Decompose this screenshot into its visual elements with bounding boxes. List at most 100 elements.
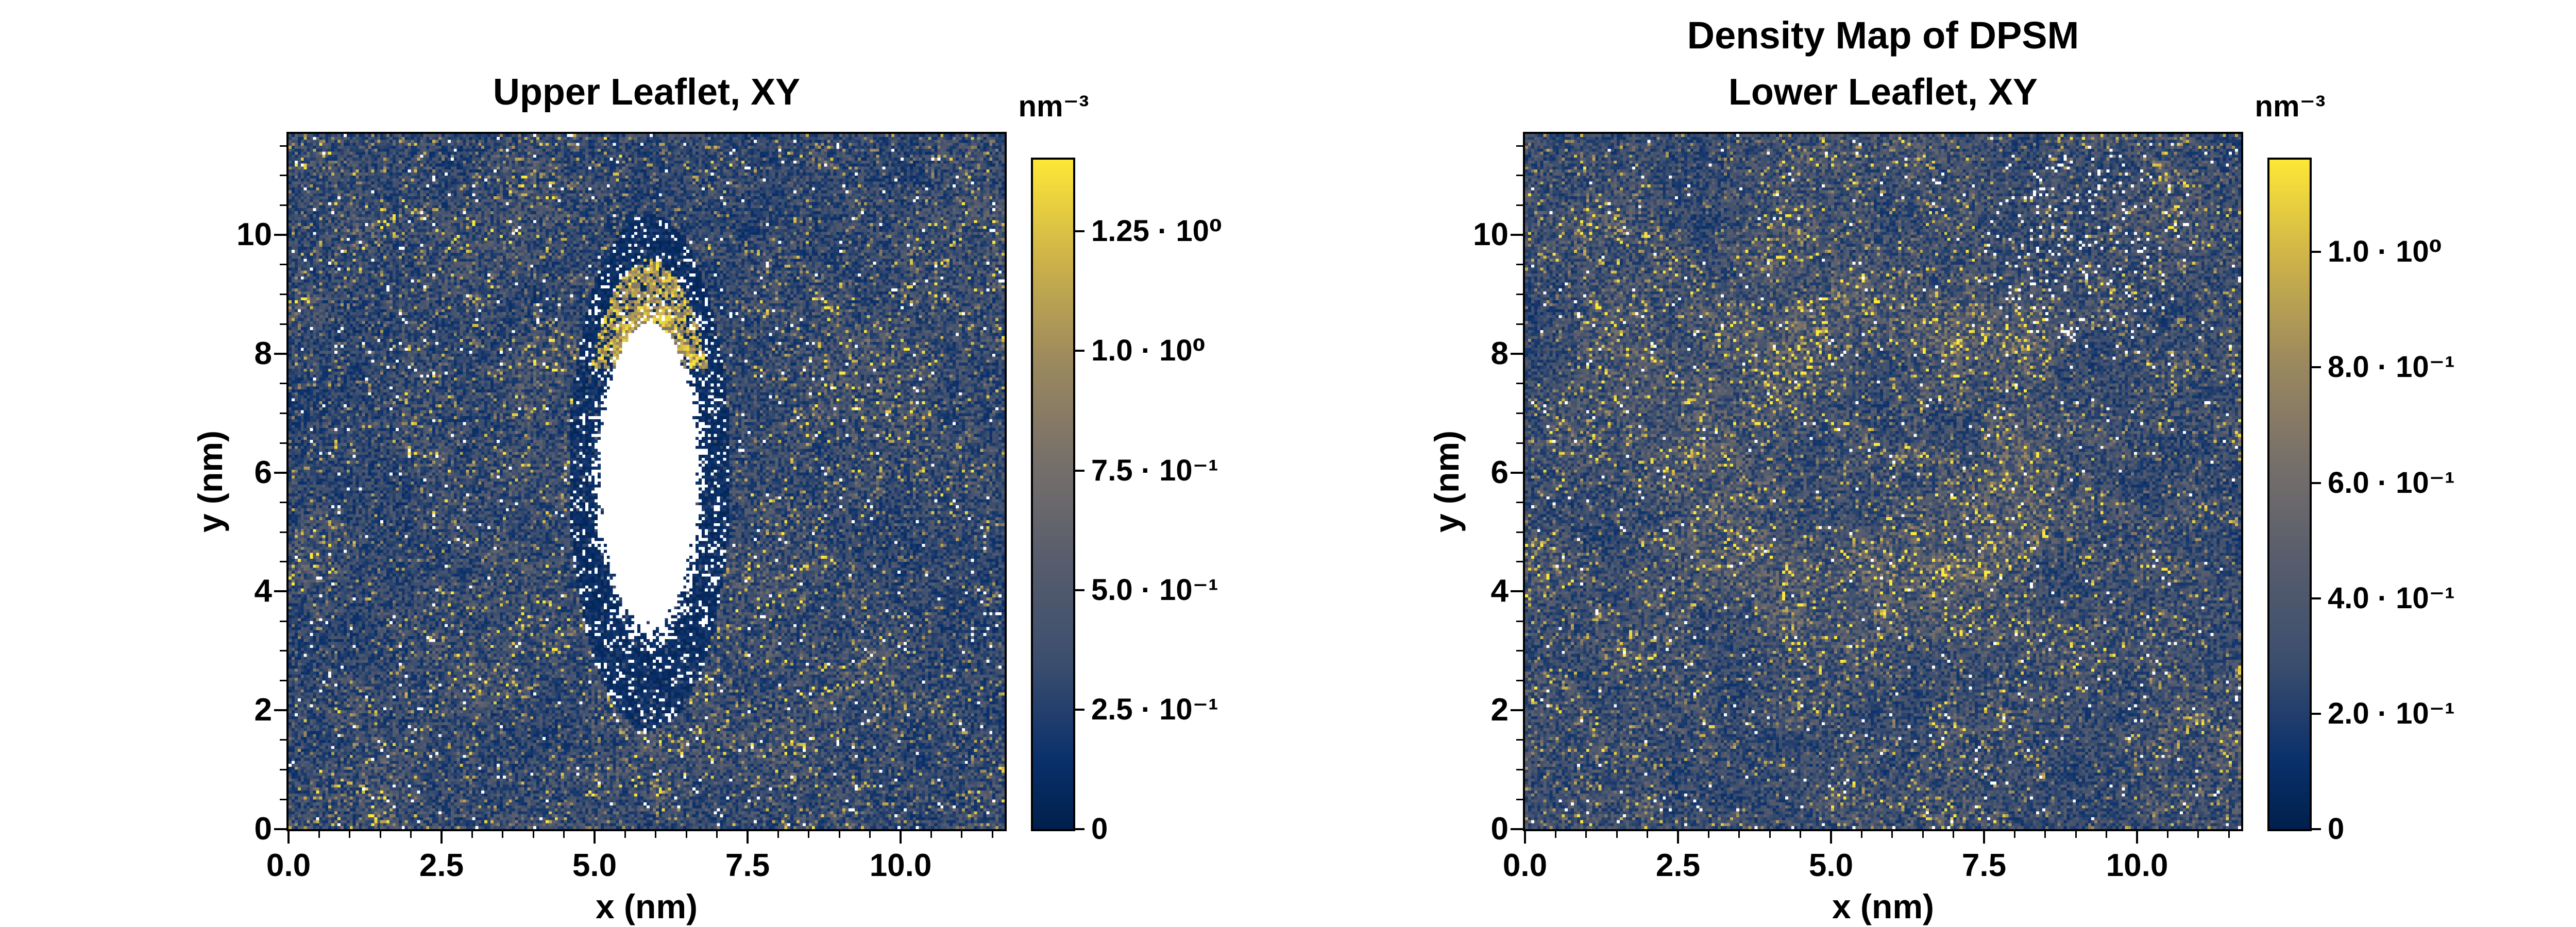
x-major-tick <box>1524 831 1526 844</box>
x-tick-label: 0.0 <box>266 848 311 883</box>
colorbar-tick <box>1075 589 1084 591</box>
y-major-tick <box>274 471 286 474</box>
x-minor-tick <box>838 831 840 838</box>
colorbar-tick <box>1075 350 1084 352</box>
colorbar-tick <box>2312 712 2321 715</box>
y-minor-tick <box>1516 294 1523 296</box>
y-major-tick <box>274 828 286 830</box>
x-minor-tick <box>349 831 351 838</box>
x-minor-tick <box>1953 831 1955 838</box>
y-minor-tick <box>280 412 286 414</box>
y-minor-tick <box>1516 442 1523 444</box>
colorbar-tick-label: 4.0 · 10⁻¹ <box>2328 581 2455 615</box>
x-minor-tick <box>1769 831 1771 838</box>
x-minor-tick <box>1800 831 1802 838</box>
y-minor-tick <box>1516 323 1523 325</box>
x-minor-tick <box>1891 831 1893 838</box>
x-minor-tick <box>410 831 412 838</box>
y-major-tick <box>1511 709 1523 712</box>
y-minor-tick <box>1516 204 1523 206</box>
x-minor-tick <box>2075 831 2077 838</box>
x-tick-label: 2.5 <box>419 848 464 883</box>
y-tick-label: 0 <box>254 811 272 847</box>
x-minor-tick <box>655 831 657 838</box>
x-minor-tick <box>1616 831 1618 838</box>
y-tick-label: 6 <box>1490 454 1509 490</box>
x-tick-label: 7.5 <box>1961 848 2007 883</box>
x-tick-label: 5.0 <box>1808 848 1854 883</box>
colorbar-tick-label: 2.5 · 10⁻¹ <box>1091 692 1218 726</box>
y-minor-tick <box>280 175 286 177</box>
y-minor-tick <box>280 323 286 325</box>
x-minor-tick <box>808 831 810 838</box>
y-tick-label: 2 <box>1490 692 1509 728</box>
y-tick-label: 6 <box>254 454 272 490</box>
y-tick-label: 8 <box>1490 335 1509 371</box>
y-minor-tick <box>1516 769 1523 771</box>
x-tick-label: 10.0 <box>2106 848 2168 883</box>
colorbar-canvas <box>1033 160 1073 829</box>
y-minor-tick <box>280 531 286 533</box>
colorbar-tick-label: 1.0 · 10⁰ <box>1091 334 1206 368</box>
x-minor-tick <box>1647 831 1649 838</box>
colorbar-tick <box>1075 708 1084 711</box>
y-major-tick <box>1511 352 1523 355</box>
y-major-tick <box>1511 234 1523 236</box>
y-minor-tick <box>280 501 286 503</box>
colorbar-canvas <box>2269 160 2310 829</box>
y-tick-label: 8 <box>254 335 272 371</box>
y-tick-label: 10 <box>1473 217 1509 253</box>
colorbar-tick <box>2312 366 2321 369</box>
colorbar-tick-label: 0 <box>2328 812 2345 846</box>
colorbar-tick-label: 5.0 · 10⁻¹ <box>1091 573 1218 607</box>
heatmap-canvas <box>289 134 1005 829</box>
y-minor-tick <box>280 769 286 771</box>
y-tick-label: 2 <box>254 692 272 728</box>
y-minor-tick <box>1516 650 1523 652</box>
x-minor-tick <box>1922 831 1924 838</box>
y-tick-label: 10 <box>236 217 272 253</box>
x-minor-tick <box>991 831 993 838</box>
y-minor-tick <box>280 145 286 147</box>
x-minor-tick <box>532 831 534 838</box>
figure-suptitle: Density Map of DPSM <box>1687 14 2079 57</box>
x-minor-tick <box>1554 831 1556 838</box>
colorbar-units-label: nm⁻³ <box>2255 90 2326 123</box>
x-minor-tick <box>1707 831 1709 838</box>
y-minor-tick <box>1516 501 1523 503</box>
y-minor-tick <box>1516 561 1523 563</box>
colorbar-tick-label: 1.0 · 10⁰ <box>2328 235 2443 269</box>
x-minor-tick <box>2106 831 2108 838</box>
colorbar <box>2267 158 2312 831</box>
y-major-tick <box>1511 828 1523 830</box>
y-minor-tick <box>280 680 286 682</box>
y-minor-tick <box>280 383 286 385</box>
panel-title: Lower Leaflet, XY <box>1728 72 2038 113</box>
y-minor-tick <box>1516 383 1523 385</box>
y-minor-tick <box>280 620 286 622</box>
y-minor-tick <box>1516 680 1523 682</box>
y-major-tick <box>274 234 286 236</box>
y-minor-tick <box>1516 739 1523 741</box>
y-major-tick <box>274 352 286 355</box>
y-minor-tick <box>280 442 286 444</box>
y-minor-tick <box>1516 175 1523 177</box>
y-minor-tick <box>280 264 286 266</box>
x-minor-tick <box>2166 831 2168 838</box>
x-minor-tick <box>379 831 381 838</box>
x-minor-tick <box>502 831 504 838</box>
x-minor-tick <box>777 831 779 838</box>
x-minor-tick <box>961 831 963 838</box>
y-tick-label: 4 <box>1490 573 1509 609</box>
y-major-tick <box>1511 590 1523 593</box>
heatmap-canvas <box>1525 134 2241 829</box>
x-tick-label: 2.5 <box>1655 848 1701 883</box>
x-minor-tick <box>930 831 932 838</box>
colorbar-tick-label: 7.5 · 10⁻¹ <box>1091 453 1218 487</box>
x-minor-tick <box>2044 831 2046 838</box>
x-major-tick <box>1830 831 1833 844</box>
x-minor-tick <box>624 831 626 838</box>
colorbar-tick <box>2312 597 2321 599</box>
y-minor-tick <box>1516 145 1523 147</box>
colorbar-tick-label: 2.0 · 10⁻¹ <box>2328 696 2455 730</box>
